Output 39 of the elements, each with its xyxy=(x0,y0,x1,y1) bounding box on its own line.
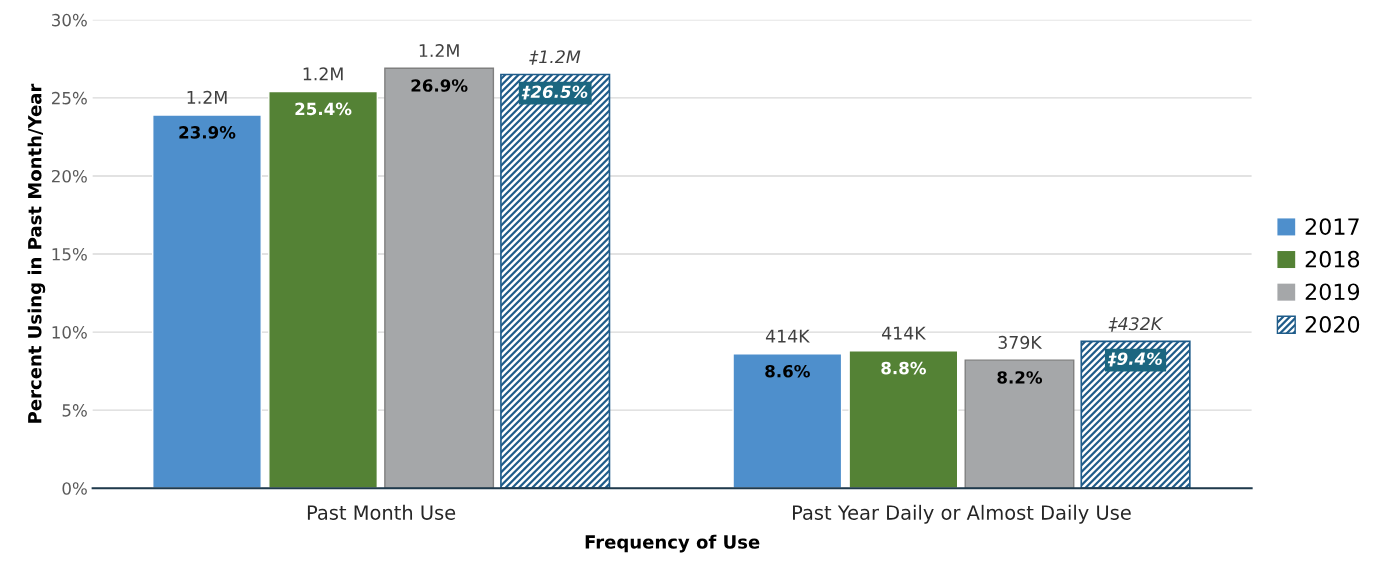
data-label: 26.9% xyxy=(411,79,468,92)
x-tick-label: Past Year Daily or Almost Daily Use xyxy=(793,504,1131,524)
legend-label: 2019 xyxy=(1305,283,1360,301)
data-label: 23.9% xyxy=(179,126,236,139)
bar xyxy=(848,350,959,489)
legend-label: 2020 xyxy=(1305,316,1360,333)
bar xyxy=(964,359,1075,489)
y-tick-label: 5% xyxy=(62,404,87,417)
data-label: ‡26.5% xyxy=(521,85,588,100)
data-label: 25.4% xyxy=(295,102,352,116)
data-label: 8.8% xyxy=(881,361,926,375)
legend-label: 2017 xyxy=(1305,218,1359,235)
y-tick-label: 20% xyxy=(51,169,87,183)
legend-label: 2018 xyxy=(1305,250,1360,268)
data-label: ‡9.4% xyxy=(1107,352,1162,367)
y-tick-label: 10% xyxy=(52,326,87,339)
bar xyxy=(500,73,611,489)
annotation: 379K xyxy=(998,335,1043,349)
bar xyxy=(384,67,495,489)
annotation: 1.2M xyxy=(187,90,227,104)
data-label: 8.6% xyxy=(765,364,810,378)
y-tick-label: 0% xyxy=(62,482,87,495)
y-axis-title: Percent Using in Past Month/Year xyxy=(27,83,46,423)
bar xyxy=(1080,340,1191,489)
y-tick-label: 30% xyxy=(52,13,87,27)
annotation: 1.2M xyxy=(303,67,343,81)
bar xyxy=(152,114,262,489)
bar xyxy=(732,353,843,489)
x-tick-label: Past Month Use xyxy=(307,504,456,520)
annotation: ‡432K xyxy=(1108,317,1164,332)
annotation: 414K xyxy=(765,329,810,343)
x-axis-title: Frequency of Use xyxy=(585,534,760,553)
y-tick-label: 25% xyxy=(51,91,87,105)
y-tick-label: 15% xyxy=(52,247,87,261)
data-label: 8.2% xyxy=(997,371,1043,384)
annotation: ‡1.2M xyxy=(529,50,581,65)
annotation: 1.2M xyxy=(419,43,459,57)
bar xyxy=(268,90,379,489)
annotation: 414K xyxy=(881,326,927,340)
